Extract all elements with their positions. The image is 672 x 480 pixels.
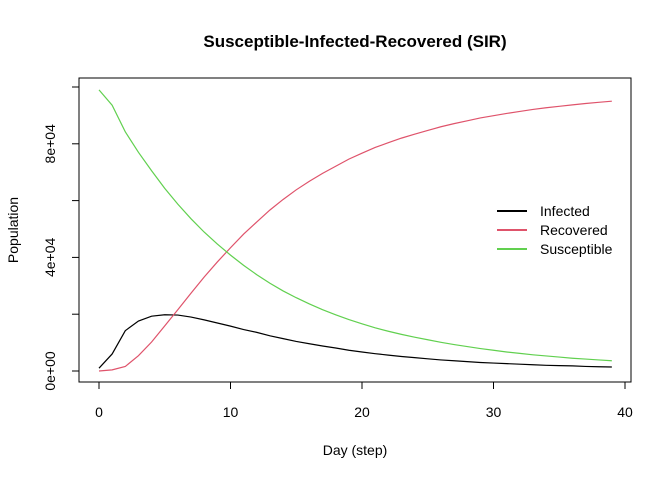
legend-label-recovered: Recovered <box>540 222 608 238</box>
y-axis-label: Population <box>5 197 21 263</box>
x-axis: 0 10 20 30 40 <box>95 381 633 420</box>
x-tick-label: 30 <box>486 404 502 420</box>
series-lines <box>98 89 612 372</box>
x-axis-label: Day (step) <box>323 442 388 458</box>
series-line-susceptible <box>98 89 612 362</box>
x-tick-label: 0 <box>95 404 103 420</box>
series-line-infected <box>98 314 612 369</box>
x-tick-label: 40 <box>617 404 633 420</box>
x-tick-label: 20 <box>354 404 370 420</box>
y-tick-label: 0e+00 <box>42 351 58 391</box>
legend: Infected Recovered Susceptible <box>497 203 613 257</box>
chart-title: Susceptible-Infected-Recovered (SIR) <box>203 32 506 51</box>
x-tick-label: 10 <box>223 404 239 420</box>
y-axis: 0e+00 4e+04 8e+04 <box>42 86 80 391</box>
series-line-recovered <box>98 100 612 372</box>
y-tick-label: 4e+04 <box>42 238 58 278</box>
y-tick-label: 8e+04 <box>42 124 58 164</box>
legend-label-susceptible: Susceptible <box>540 241 613 257</box>
legend-label-infected: Infected <box>540 203 590 219</box>
